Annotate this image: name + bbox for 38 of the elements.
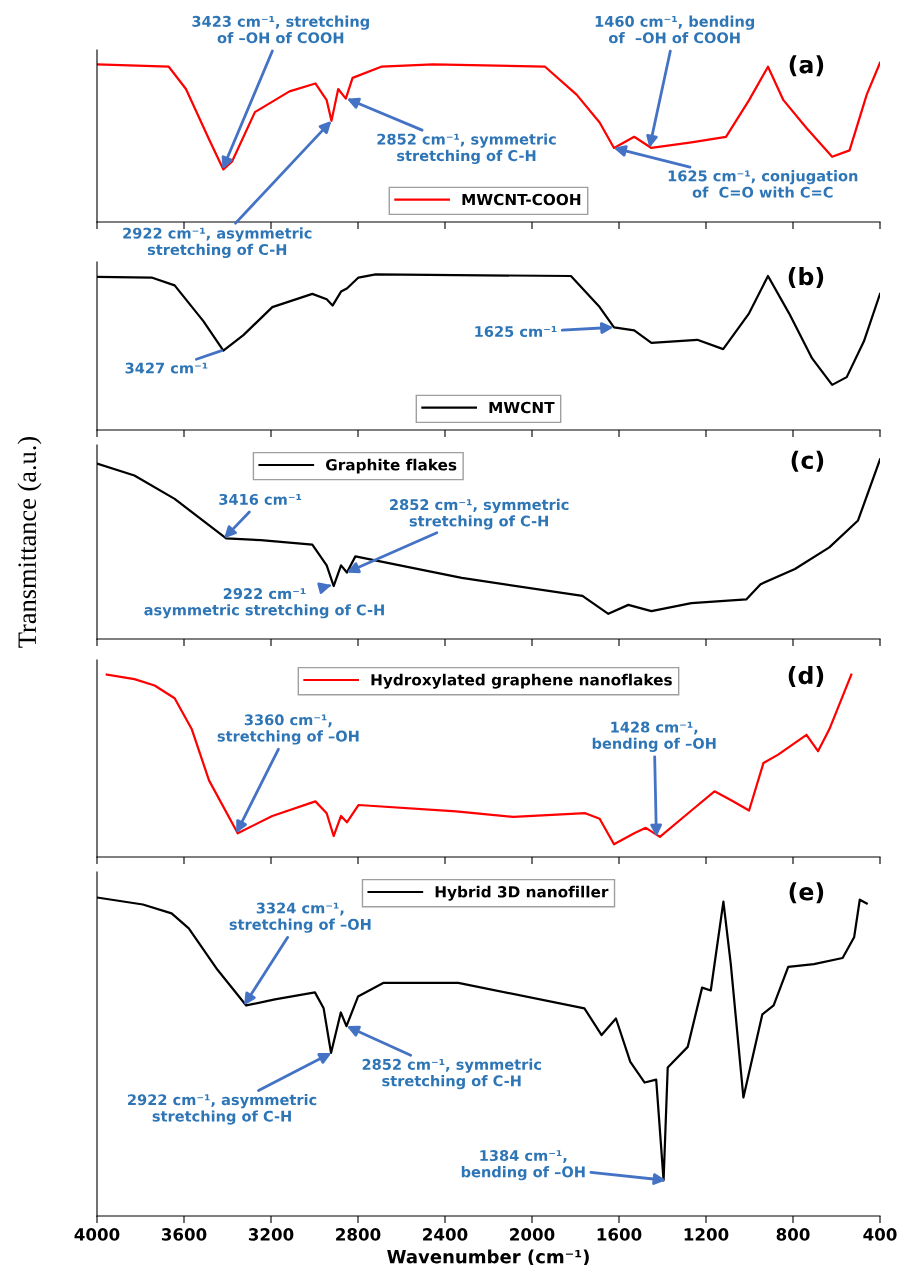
annotation: 1625 cm⁻¹, conjugation of C=O with C=C (668, 170, 858, 198)
x-tick-label: 3600 (161, 1228, 207, 1241)
annotation: 3416 cm⁻¹ (219, 493, 302, 505)
annotation: 1625 cm⁻¹ (475, 325, 557, 338)
annotation: 3360 cm⁻¹, stretching of –OH (217, 714, 359, 745)
annotation: 2852 cm⁻¹, symmetric stretching of C-H (362, 1058, 542, 1090)
legend-label: Hybrid 3D nanofiller (435, 885, 609, 901)
annotation: 1460 cm⁻¹, bending of –OH of COOH (595, 15, 755, 44)
x-tick-label: 2800 (336, 1228, 381, 1241)
x-tick-label: 2400 (423, 1228, 468, 1241)
y-axis-title: Transmittance (a.u.) (17, 437, 42, 648)
legend-label: MWCNT-COOH (462, 193, 581, 206)
chart-title: (e) (789, 882, 824, 904)
annotation: 3423 cm⁻¹, stretching of –OH of COOH (192, 15, 369, 44)
x-axis-title: Wavenumber (cm⁻¹) (387, 1249, 589, 1265)
legend-label: Graphite flakes (325, 458, 457, 474)
annotation: 1384 cm⁻¹, bending of –OH (461, 1150, 585, 1181)
x-tick-label: 800 (776, 1228, 810, 1241)
legend-label: MWCNT (489, 401, 555, 414)
chart-title: (c) (791, 450, 824, 472)
annotation: 2922 cm⁻¹, asymmetric stretching of C-H (123, 227, 312, 259)
annotation: 3324 cm⁻¹, stretching of –OH (229, 902, 371, 933)
chart-title: (d) (788, 665, 824, 687)
x-tick-label: 400 (863, 1228, 897, 1241)
x-tick-label: 4000 (74, 1228, 120, 1241)
x-tick-label: 1200 (684, 1228, 729, 1241)
x-tick-label: 3200 (248, 1228, 294, 1241)
chart-title: (b) (788, 267, 824, 289)
annotation: 2922 cm⁻¹, asymmetric stretching of C-H (128, 1093, 317, 1125)
annotation: 2922 cm⁻¹ asymmetric stretching of C-H (144, 588, 384, 619)
x-tick-label: 2000 (510, 1228, 555, 1241)
x-tick-label: 1600 (597, 1228, 642, 1241)
legend-label: Hydroxylated graphene nanoflakes (371, 673, 672, 689)
chart-title: (a) (789, 55, 824, 77)
annotation: 3427 cm⁻¹ (125, 362, 208, 374)
annotation: 2852 cm⁻¹, symmetric stretching of C-H (390, 498, 569, 530)
annotation: 2852 cm⁻¹, symmetric stretching of C-H (377, 133, 556, 165)
annotation: 1428 cm⁻¹, bending of –OH (592, 721, 716, 752)
